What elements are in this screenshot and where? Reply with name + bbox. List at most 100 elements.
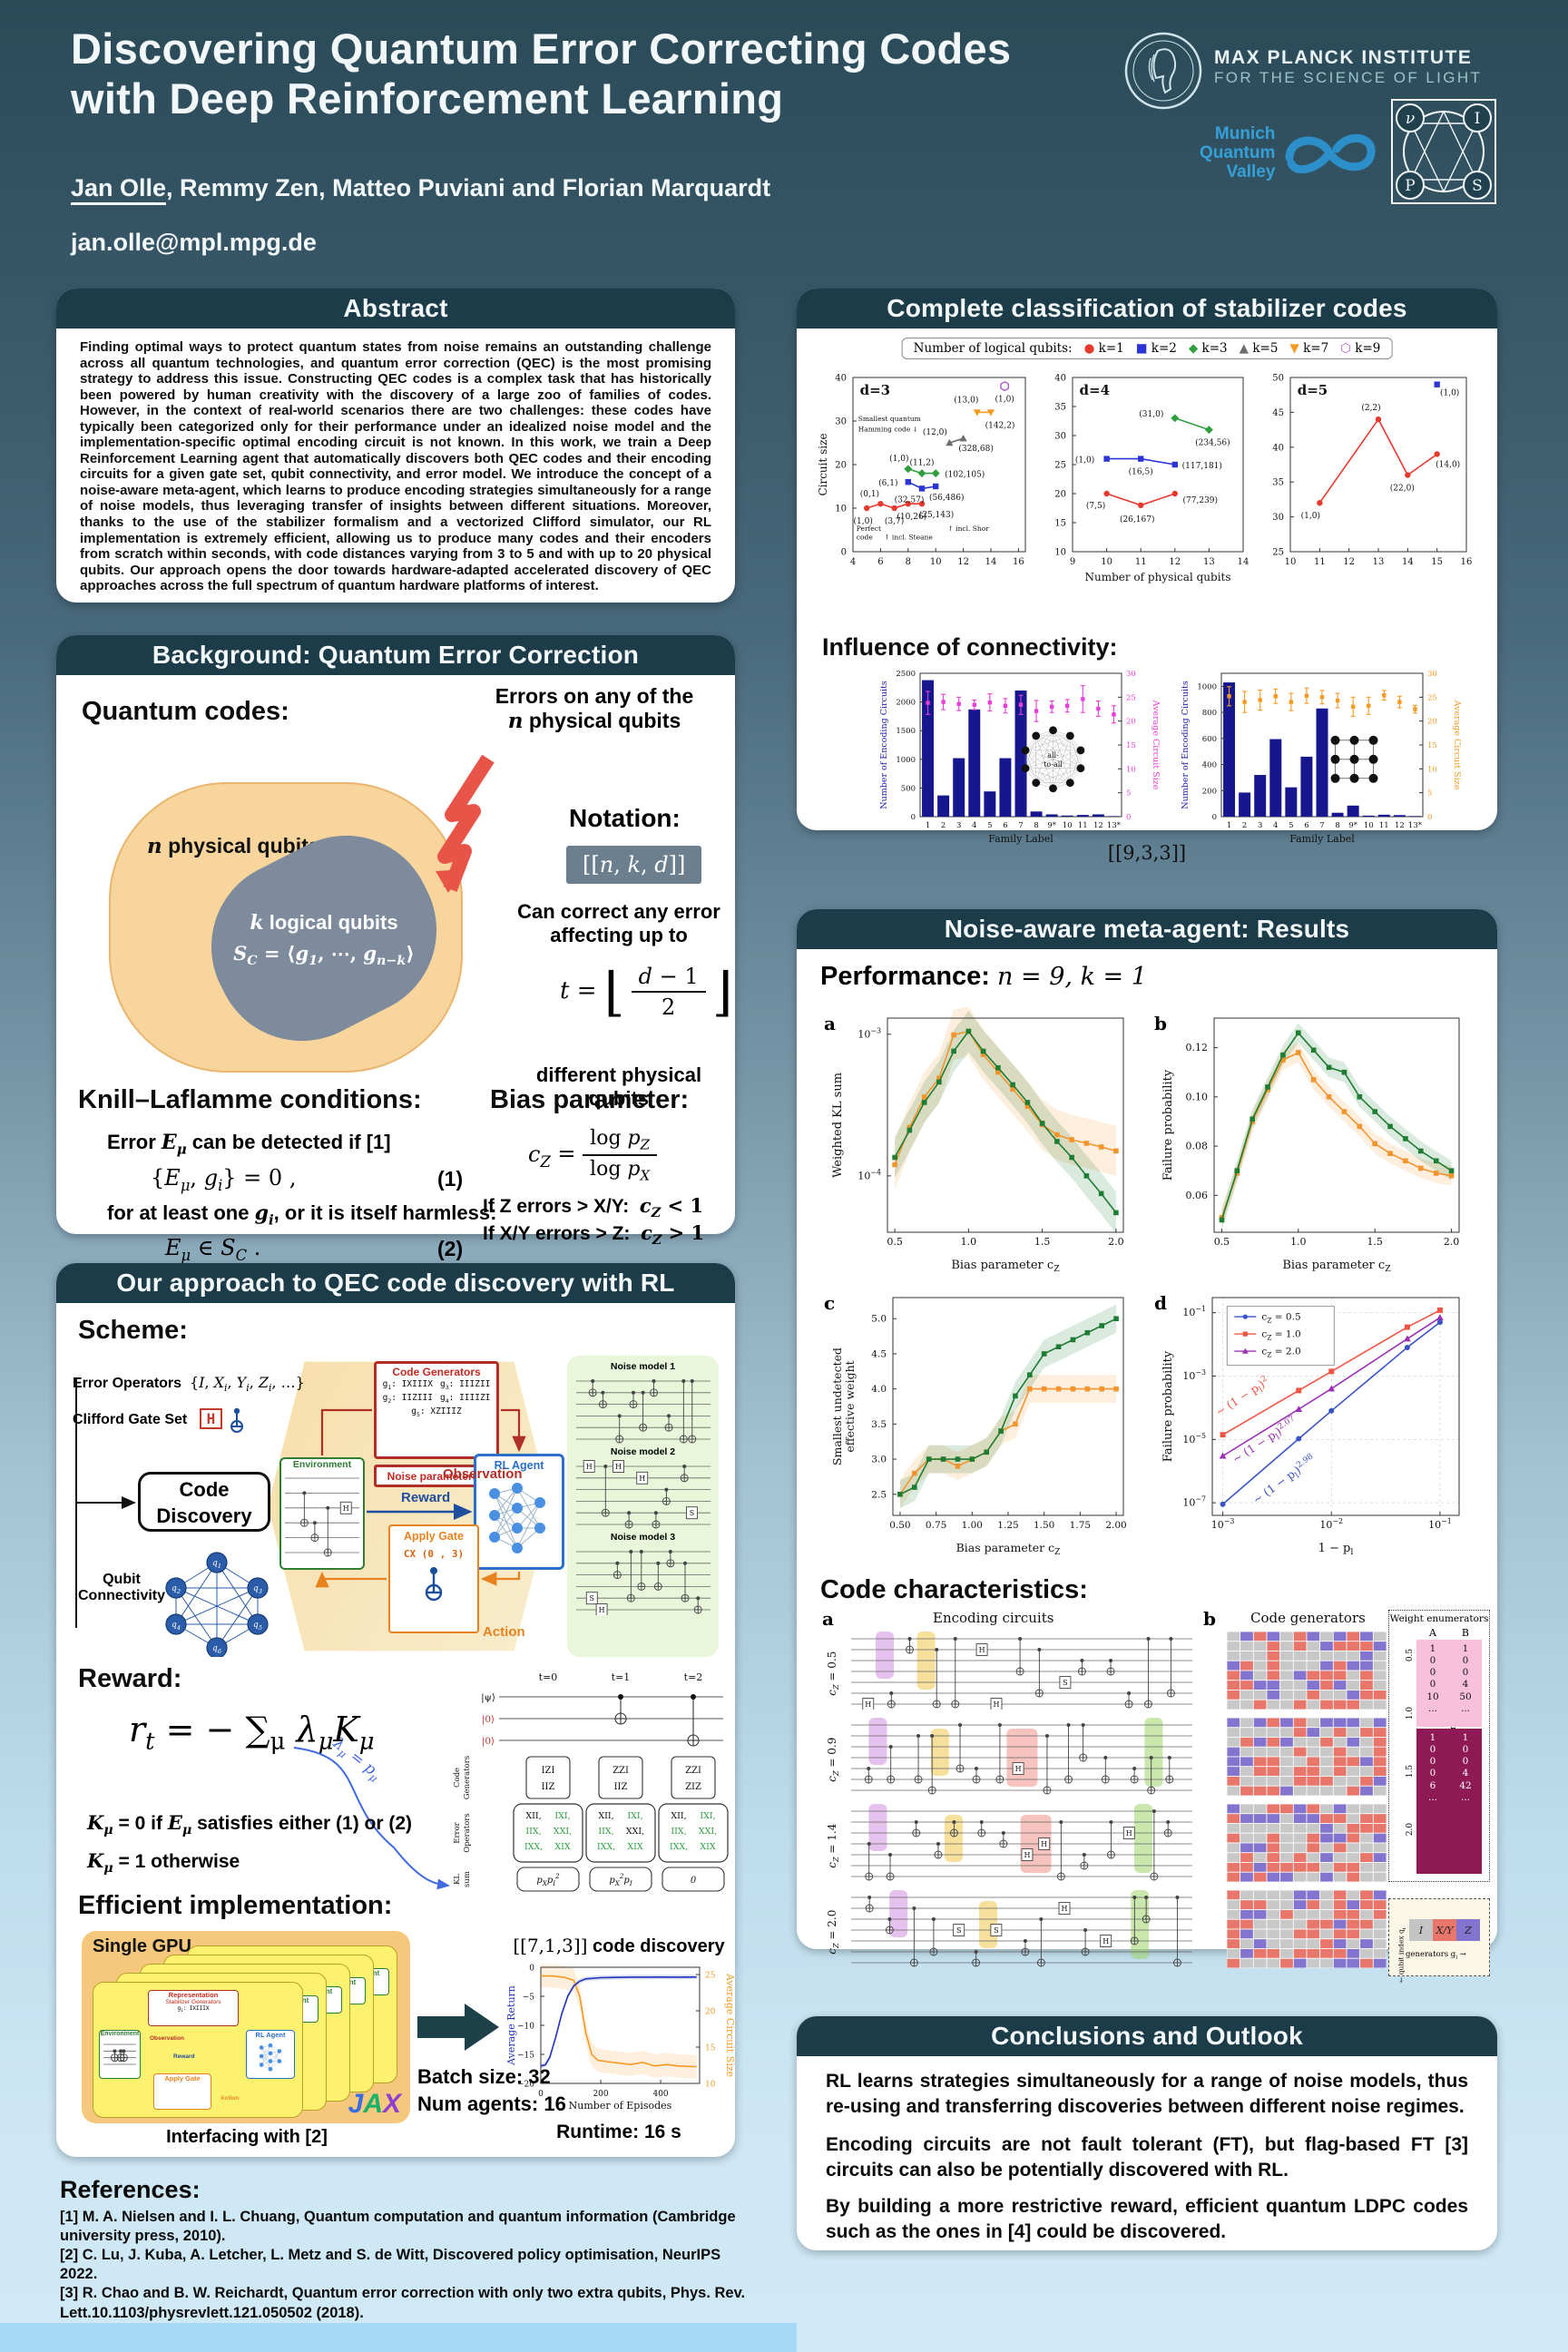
svg-text:(6,1): (6,1) — [878, 478, 897, 488]
reward-example-figure: t=0 t=1 t=2 |ψ⟩ |0⟩ |0⟩ Code Generators Error Ope… — [453, 1671, 729, 1892]
observation-arrow-label: Observation — [443, 1466, 523, 1482]
svg-text:Number of Encoding Circuits: Number of Encoding Circuits — [879, 681, 889, 809]
svg-text:8: 8 — [1335, 821, 1339, 830]
svg-text:20: 20 — [1054, 490, 1066, 500]
generators-axis: generators gi → — [1406, 1950, 1466, 1961]
svg-text:10−5: 10−5 — [1182, 1432, 1206, 1446]
svg-text:8: 8 — [1034, 821, 1038, 830]
svg-text:(234,56): (234,56) — [1195, 438, 1230, 448]
k-mu-zero-rule: Kμ = 0 if Eμ satisfies either (1) or (2) — [87, 1811, 413, 1838]
svg-text:(142,2): (142,2) — [985, 420, 1015, 430]
svg-text:10: 10 — [1285, 557, 1297, 567]
poster-title: Discovering Quantum Error Correcting Cod… — [71, 24, 1011, 123]
svg-text:10−7: 10−7 — [1182, 1495, 1206, 1509]
mini-rl-agent-box: RL Agent — [246, 2030, 295, 2079]
reference-item: [1] M. A. Nielsen and I. L. Chuang, Quan… — [60, 2209, 736, 2245]
svg-text:11: 11 — [1078, 821, 1088, 830]
svg-text:(32,57): (32,57) — [895, 495, 925, 505]
efficient-implementation-heading: Efficient implementation: — [78, 1891, 393, 1920]
svg-text:S: S — [956, 1926, 961, 1935]
mini-apply-gate-box: Apply Gate — [153, 2073, 211, 2110]
svg-text:0.50: 0.50 — [889, 1520, 910, 1531]
chart-d5: 10 11 12 13 14 15 16 25 30 35 40 45 50 (1,0) (2,2) (22,… — [1272, 374, 1472, 568]
svg-text:5: 5 — [987, 821, 992, 830]
abstract-text: Finding optimal ways to protect quantum … — [80, 339, 711, 594]
noise-model-2-circuit: H H H S — [575, 1460, 710, 1529]
svg-text:1.5: 1.5 — [1034, 1236, 1051, 1248]
cz-row-label: cZ = 1.4 — [825, 1823, 841, 1868]
svg-text:12: 12 — [957, 557, 969, 567]
svg-text:H: H — [615, 1463, 622, 1471]
pauli-map-legend: I X∕Y Z ← qubit index qi generators gi → — [1388, 1898, 1490, 1983]
chart-weighted-kl: 0.5 1.0 1.5 2.0 10−3 10−4 Bias parameter cZ Wei… — [831, 1006, 1124, 1274]
noise-model-1-label: Noise model 1 — [610, 1361, 676, 1372]
reference-item: [3] R. Chao and B. W. Reichardt, Quantum… — [60, 2285, 746, 2321]
background-panel-header: Background: Quantum Error Correction — [56, 635, 735, 675]
pauli-cell: Z — [1456, 1919, 1480, 1941]
svg-text:0: 0 — [911, 813, 916, 822]
svg-text:2: 2 — [1242, 821, 1247, 830]
panel-letter-d: d — [1154, 1292, 1167, 1314]
svg-text:1.25: 1.25 — [997, 1520, 1018, 1531]
rl-agent-box: RL Agent — [474, 1454, 564, 1570]
svg-text:20: 20 — [705, 2008, 716, 2017]
classification-panel: Complete classification of stabilizer co… — [797, 289, 1497, 864]
svg-text:0: 0 — [538, 2090, 544, 2099]
contact-email[interactable]: jan.olle@mpl.mpg.de — [71, 229, 317, 256]
legend-entry: ⬡ k=9 — [1340, 341, 1381, 356]
svg-text:H: H — [1024, 1851, 1030, 1859]
mqv-line2: Quantum — [1200, 142, 1276, 162]
svg-text:13: 13 — [1203, 557, 1215, 567]
svg-text:0: 0 — [529, 1965, 534, 1974]
classification-panel-header: Complete classification of stabilizer co… — [797, 289, 1497, 328]
code-discovery-chart-title: [[7,1,3]] code discovery — [513, 1935, 725, 1956]
svg-text:(31,0): (31,0) — [1139, 409, 1163, 419]
svg-text:XII,: XII, — [525, 1811, 541, 1821]
emblem-letter-i: I — [1475, 110, 1481, 128]
svg-text:25: 25 — [1427, 693, 1437, 702]
physical-qubits-blob: n physical qubits k logical qubits SC = … — [109, 782, 466, 1073]
svg-text:S: S — [689, 1509, 693, 1517]
svg-text:d=4: d=4 — [1080, 382, 1111, 398]
svg-text:t=0: t=0 — [539, 1671, 558, 1683]
noise-model-2-label: Noise model 2 — [610, 1446, 676, 1457]
svg-text:H: H — [598, 1606, 604, 1614]
chart-failure-probability: 0.5 1.0 1.5 2.0 0.06 0.08 0.10 0.12 Bias paramet… — [1161, 1017, 1460, 1274]
can-correct-text: Can correct any error affecting up to — [517, 900, 720, 946]
svg-text:10: 10 — [1364, 821, 1374, 830]
mini-representation-box: Representation Stabilizer Generators g1:… — [148, 1990, 239, 2026]
code-characteristics-heading: Code characteristics: — [820, 1575, 1088, 1604]
svg-text:(77,239): (77,239) — [1183, 495, 1219, 505]
cnot-gate-icon — [230, 1407, 243, 1433]
svg-text:1.0: 1.0 — [1290, 1236, 1307, 1248]
svg-text:Average Return: Average Return — [505, 1985, 517, 2066]
svg-text:6: 6 — [1304, 821, 1308, 830]
svg-text:to-all: to-all — [1044, 760, 1063, 769]
noise-aware-panel-header: Noise-aware meta-agent: Results — [797, 909, 1497, 949]
weight-enumerators-title: Weight enumerators — [1389, 1613, 1489, 1624]
svg-text:H: H — [994, 1700, 1000, 1709]
svg-text:(328,68): (328,68) — [958, 444, 994, 454]
svg-text:effective weight: effective weight — [843, 1360, 857, 1452]
svg-text:5: 5 — [1289, 821, 1293, 830]
references-heading: References: — [60, 2176, 201, 2203]
mpi-line2: FOR THE SCIENCE OF LIGHT — [1214, 69, 1483, 86]
svg-text:10: 10 — [1054, 548, 1066, 558]
svg-text:2500: 2500 — [896, 670, 916, 679]
nkd-notation-box: [[n, k, d]] — [566, 846, 702, 884]
svg-text:10−1: 10−1 — [1182, 1305, 1206, 1318]
svg-text:5.0: 5.0 — [871, 1314, 887, 1325]
svg-text:Family Label: Family Label — [988, 833, 1054, 845]
svg-text:9*: 9* — [1348, 821, 1357, 830]
svg-text:H: H — [865, 1700, 871, 1709]
svg-text:10: 10 — [705, 2081, 716, 2090]
svg-text:0.08: 0.08 — [1186, 1141, 1209, 1152]
svg-text:2000: 2000 — [896, 699, 916, 708]
svg-text:11: 11 — [1379, 821, 1389, 830]
k-mu-one-rule: Kμ = 1 otherwise — [87, 1849, 240, 1877]
enumerator-block: 1 0 0 0 10... 1 0 0 4 50... — [1416, 1640, 1482, 1727]
svg-text:400: 400 — [1202, 761, 1217, 770]
emblem-letter-s: S — [1472, 177, 1483, 195]
